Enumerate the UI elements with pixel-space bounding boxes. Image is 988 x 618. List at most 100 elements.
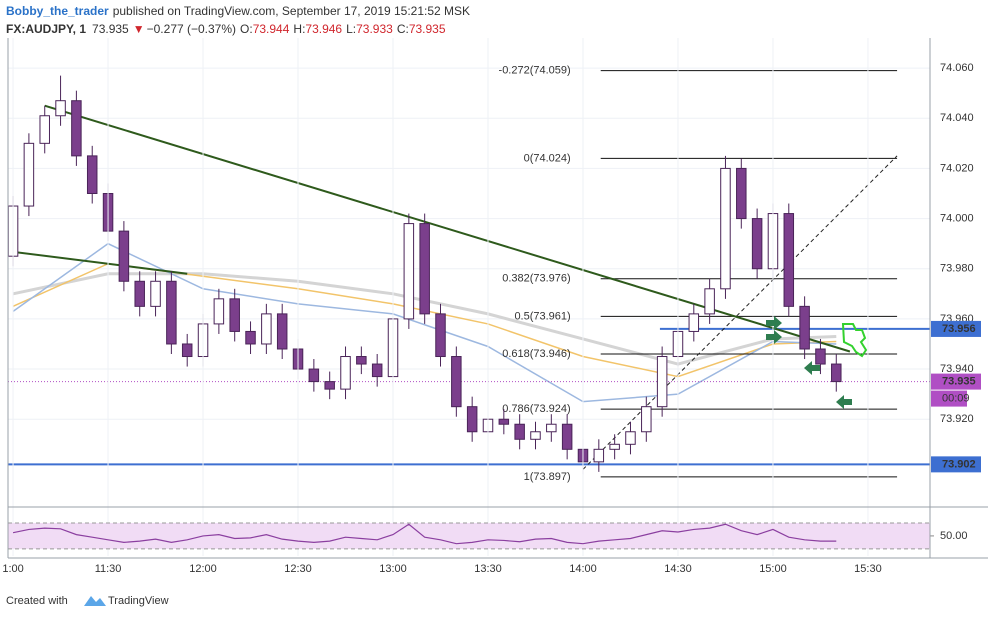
x-tick-label: 15:30 xyxy=(854,563,882,575)
candle-body xyxy=(720,167,731,290)
candle-body xyxy=(435,313,446,358)
candle-body xyxy=(561,423,573,450)
candle-body xyxy=(641,406,652,433)
footer-brand[interactable]: TradingView xyxy=(108,595,169,607)
candle-body xyxy=(308,368,320,383)
fib-label: 0.382(73.976) xyxy=(502,273,571,285)
x-tick-label: 14:00 xyxy=(569,563,597,575)
candle-body xyxy=(704,288,715,315)
fib-label: -0.272(74.059) xyxy=(499,65,571,77)
x-tick-label: 14:30 xyxy=(664,563,692,575)
price-tag-label: 73.956 xyxy=(942,323,976,335)
trendline xyxy=(8,250,188,275)
c-label: C: xyxy=(397,22,409,36)
candle-body xyxy=(751,218,763,270)
candle-body xyxy=(498,418,510,425)
arrow-icon xyxy=(804,361,820,375)
logo xyxy=(84,596,106,606)
x-tick-label: 12:00 xyxy=(189,563,217,575)
fib-label: 0.786(73.924) xyxy=(502,403,571,415)
candle-body xyxy=(150,280,161,307)
change: −0.277 (−0.37%) xyxy=(147,22,236,36)
candle-body xyxy=(831,363,842,383)
last: 73.935 xyxy=(92,22,129,36)
x-tick-label: 15:00 xyxy=(759,563,787,575)
candle-body xyxy=(356,356,367,365)
price-tag-label: 73.935 xyxy=(942,376,976,388)
candle-body xyxy=(276,313,288,350)
rsi-line xyxy=(12,523,837,545)
c-value: 73.935 xyxy=(409,22,446,36)
candle-body xyxy=(625,431,636,445)
candle-body xyxy=(181,343,193,358)
rsi-band xyxy=(8,522,930,549)
candle-body xyxy=(118,230,130,282)
plot-layer: -0.272(74.059) 0(74.024) 0.382(73.976) 0.5(… xyxy=(2,38,988,575)
arrow-icon xyxy=(766,330,782,344)
candle-body xyxy=(783,213,795,307)
candle-body xyxy=(245,330,256,345)
trendline xyxy=(582,155,898,470)
countdown-tag xyxy=(931,390,967,407)
candle-body xyxy=(815,348,826,365)
candle-body xyxy=(55,100,66,117)
candle-body xyxy=(546,423,557,433)
footer-created: Created with xyxy=(6,595,68,607)
candle-body xyxy=(166,280,177,345)
y-tick-label: 73.920 xyxy=(940,413,974,425)
candle-body xyxy=(403,223,415,320)
hand-icon xyxy=(841,323,868,358)
y-tick-label: 74.040 xyxy=(940,112,974,124)
y-tick-label: 73.980 xyxy=(940,263,974,275)
l-label: L: xyxy=(346,22,356,36)
candle-body xyxy=(451,356,462,408)
x-tick-label: 13:00 xyxy=(379,563,407,575)
candle-body xyxy=(371,363,383,378)
candle-body xyxy=(688,313,700,332)
fib-label: 0(74.024) xyxy=(524,152,571,164)
l-value: 73.933 xyxy=(356,22,393,36)
symbol: FX:AUDJPY, 1 xyxy=(6,22,86,36)
change-arrow: ▼ xyxy=(133,22,145,36)
published: published on TradingView.com, September … xyxy=(113,4,470,18)
header-line-2: FX:AUDJPY, 1 73.935 ▼ −0.277 (−0.37%) O:73.9… xyxy=(6,22,446,36)
y-tick-label: 74.020 xyxy=(940,162,974,174)
candle-body xyxy=(419,223,430,315)
candle-body xyxy=(656,356,668,408)
candle-body xyxy=(23,142,35,207)
y-tick-label: 74.000 xyxy=(940,212,974,224)
o-value: 73.944 xyxy=(253,22,290,36)
candle-body xyxy=(39,115,50,144)
fib-label: 1(73.897) xyxy=(524,471,571,483)
price-tag xyxy=(931,373,981,390)
candle-body xyxy=(609,443,620,450)
candle-body xyxy=(736,167,747,220)
candle-body xyxy=(466,406,478,433)
candle-body xyxy=(593,448,605,463)
fib-label: 0.5(73.961) xyxy=(514,310,570,322)
candle-body xyxy=(229,298,240,332)
candle-body xyxy=(71,100,82,157)
x-tick-label: 1:00 xyxy=(2,563,23,575)
arrow-icon xyxy=(836,395,852,409)
candle-body xyxy=(324,381,335,390)
h-value: 73.946 xyxy=(305,22,342,36)
x-tick-label: 12:30 xyxy=(284,563,312,575)
trendline xyxy=(44,104,851,353)
author[interactable]: Bobby_the_trader xyxy=(6,4,109,18)
price-tag xyxy=(931,456,981,473)
candle-body xyxy=(340,356,351,390)
candle-body xyxy=(261,313,272,345)
x-tick-label: 11:30 xyxy=(95,563,122,575)
y-tick-label: 73.940 xyxy=(940,363,974,375)
price-tag xyxy=(931,320,981,337)
arrow-icon xyxy=(766,316,782,330)
candle-body xyxy=(514,423,525,440)
y-tick-label: 50.00 xyxy=(940,530,968,542)
candle-body xyxy=(134,280,145,307)
countdown-label: 00:09 xyxy=(942,393,970,405)
fib-label: 0.618(73.946) xyxy=(502,348,571,360)
o-label: O: xyxy=(240,22,253,36)
